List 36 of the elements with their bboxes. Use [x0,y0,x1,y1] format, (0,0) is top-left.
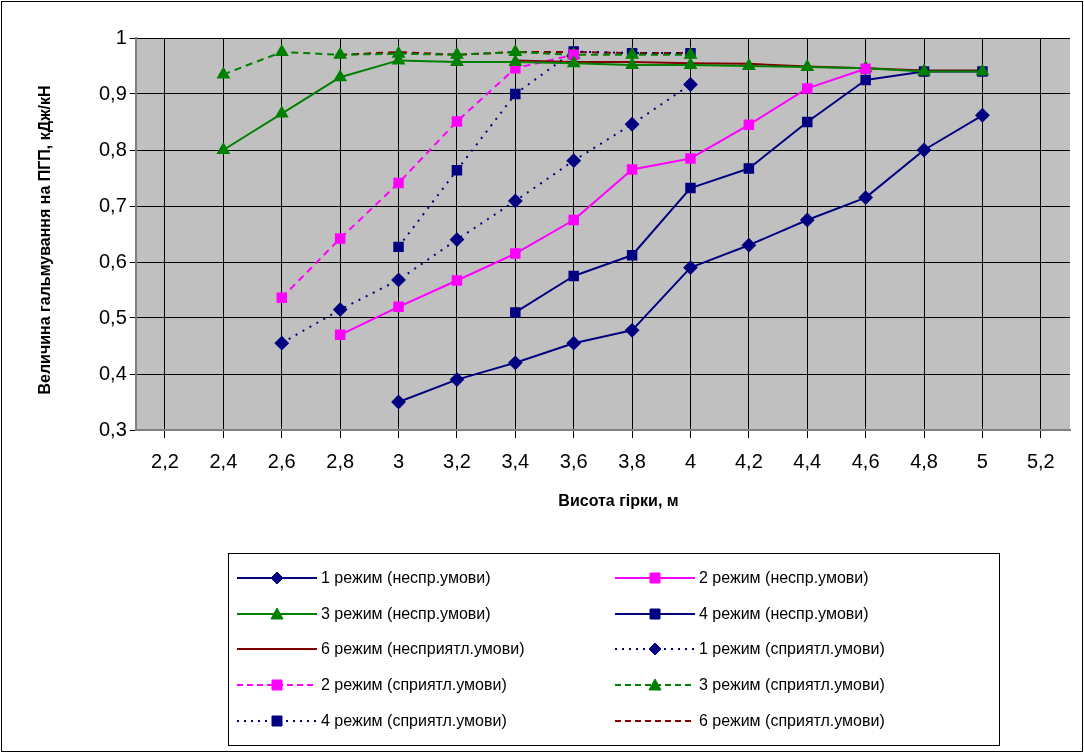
x-tick-label: 5,2 [1026,449,1055,472]
x-tick-label: 3,8 [618,449,646,472]
x-tick-label: 4,4 [793,449,822,472]
x-tick-label: 4,2 [734,449,763,472]
legend-label: 2 режим (неспр.умови) [699,568,869,587]
y-tick-label: 0,5 [98,305,127,328]
legend-label: 3 режим (неспр.умови) [321,604,491,623]
legend-label: 6 режим (несприятл.умови) [321,640,525,659]
legend-label: 6 режим (сприятл.умови) [699,712,885,731]
legend-label: 3 режим (сприятл.умови) [699,676,885,695]
x-tick-label: 4,6 [851,449,880,472]
x-axis-title: Висота гірки, м [557,492,680,510]
x-tick-label: 2,6 [267,449,296,472]
y-tick-label: 0,8 [98,137,127,160]
x-tick-label: 2,8 [326,449,355,472]
y-tick-label: 0,7 [98,193,127,216]
x-tick-label: 3,4 [501,449,530,472]
x-tick-label: 4,8 [910,449,938,472]
y-tick-label: 1 [115,25,127,48]
x-tick-label: 2,2 [151,449,179,472]
legend-label: 4 режим (сприятл.умови) [321,712,507,731]
legend-label: 2 режим (сприятл.умови) [321,676,507,695]
x-tick-label: 5 [976,449,988,472]
y-tick-label: 0,9 [98,81,127,104]
legend-label: 1 режим (неспр.умови) [321,568,491,587]
legend-label: 4 режим (неспр.умови) [699,604,869,623]
y-axis-title: Величина гальмування на ПГП, кДж/кН [35,85,54,395]
legend-label: 1 режим (сприятл.умови) [699,640,885,659]
x-tick-label: 4 [684,449,697,472]
x-tick-label: 3,6 [559,449,588,472]
y-tick-label: 0,6 [98,249,127,272]
x-tick-label: 2,4 [209,449,238,472]
x-tick-label: 3 [392,449,405,472]
x-tick-label: 3,2 [443,449,471,472]
y-tick-label: 0,3 [98,417,127,440]
y-tick-label: 0,4 [98,361,127,384]
